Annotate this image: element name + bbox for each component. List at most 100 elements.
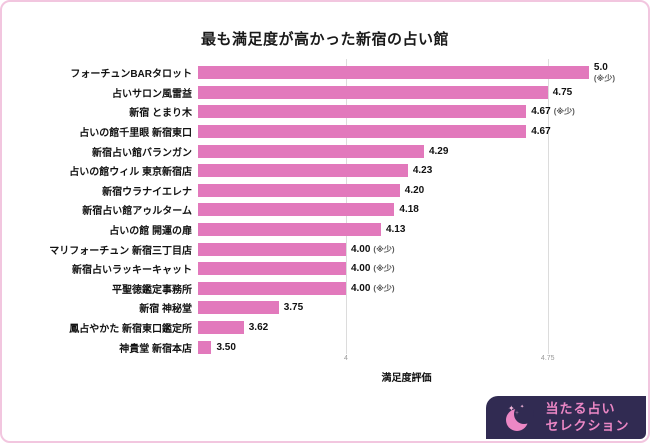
bar-note: (※少) (373, 283, 395, 293)
crescent-moon-icon: ✦ ✦ ＋ (506, 403, 535, 431)
bar-value-number: 4.00 (350, 282, 371, 294)
bar-track: 4.75 (198, 83, 615, 103)
bar (198, 281, 346, 295)
chart-row: 新宿ウラナイエレナ 4.20 (14, 181, 615, 201)
bar-value-number: 4.18 (399, 204, 419, 216)
sparkle-icon: ✦ (520, 404, 524, 410)
bar-value: 4.20 (405, 185, 424, 196)
bar-category-label: 占いサロン風雷益 (112, 88, 192, 100)
badge-line2: セレクション (545, 417, 630, 433)
bar-category-label: 占いの館千里眼 新宿東口 (79, 128, 192, 140)
bar-track: 4.29 (198, 141, 615, 161)
bar-value: 4.75 (553, 87, 572, 98)
bar-value: 4.67 (531, 126, 550, 137)
chart-row: 鳳占やかた 新宿東口鑑定所 3.62 (14, 318, 615, 338)
chart-row: 新宿占い館アゥルターム 4.18 (14, 200, 615, 220)
bar-value-number: 4.29 (428, 145, 449, 157)
bar-value-number: 4.20 (404, 184, 425, 196)
bar (198, 85, 548, 99)
bar-value-number: 4.23 (412, 165, 433, 177)
bar-value-number: 5.0 (593, 62, 608, 74)
badge-text: 当たる占い セレクション (545, 401, 629, 434)
chart-title: 最も満足度が高かった新宿の占い館 (200, 31, 449, 48)
bar-value: 4.00 (※少) (351, 244, 395, 255)
sparkle-icon: ✦ (508, 404, 515, 413)
axis-tick-label: 4.75 (540, 354, 555, 362)
gridline: 4.75 (541, 59, 555, 362)
bar-track: 3.75 (198, 298, 615, 318)
bar-track: 4.67 (※少) (198, 102, 615, 122)
bar-track: 5.0 (※少) (198, 62, 615, 83)
bar-note: (※少) (373, 244, 395, 254)
bar (198, 144, 424, 158)
bar (198, 203, 395, 217)
bar-value: 4.23 (413, 165, 432, 176)
bar (198, 66, 589, 80)
bar-category-label: 新宿ウラナイエレナ (102, 186, 192, 198)
bar-value-number: 4.75 (552, 86, 573, 98)
bar-category-label: 新宿 とまり木 (129, 108, 192, 120)
bar-track: 4.67 (198, 122, 615, 142)
bar (198, 340, 212, 354)
brand-badge: ✦ ✦ ＋ 当たる占い セレクション (486, 396, 646, 439)
bar-note: (※少) (593, 73, 615, 83)
bar-value: 4.29 (429, 146, 448, 157)
bar-category-label: 新宿占い館バランガン (92, 147, 192, 159)
bar-value-number: 3.62 (248, 322, 269, 334)
bar (198, 301, 279, 315)
chart-row: 新宿 とまり木 4.67 (※少) (14, 102, 615, 122)
badge-line1: 当たる占い (545, 401, 616, 417)
bar-value-number: 4.67 (531, 106, 551, 118)
bar-track: 4.00 (※少) (198, 239, 615, 259)
bar-track: 4.23 (198, 161, 615, 181)
bar-value: 3.62 (249, 322, 268, 333)
x-axis-label: 満足度評価 (381, 372, 432, 384)
bar-category-label: 鳳占やかた 新宿東口鑑定所 (69, 324, 192, 336)
chart-row: 平聖徳鑑定事務所 4.00 (※少) (14, 279, 615, 299)
bar-category-label: 新宿占いラッキーキャット (72, 265, 192, 277)
bar-track: 3.50 (198, 337, 615, 357)
chart-row: 占いの館ウィル 東京新宿店 4.23 (14, 161, 615, 181)
bar-category-label: 平聖徳鑑定事務所 (112, 284, 192, 296)
bar (198, 125, 527, 139)
axis-tick-label: 4 (343, 354, 348, 362)
bar-value-number: 3.75 (283, 302, 304, 314)
bar-category-label: 神貴堂 新宿本店 (119, 343, 192, 355)
sparkle-icon: ＋ (515, 410, 519, 415)
bar-category-label: 占いの館ウィル 東京新宿店 (69, 167, 192, 179)
bar-value: 4.13 (386, 224, 405, 235)
bar-value: 3.75 (284, 302, 303, 313)
bar-value-number: 3.50 (216, 341, 236, 353)
bar-track: 4.13 (198, 220, 615, 240)
bar-track: 4.20 (198, 181, 615, 201)
bar-track: 4.00 (※少) (198, 279, 615, 299)
bar-chart: 4 4.75 フォーチュンBARタロット 5.0 (※少) 占いサロン風雷益 4.75 新宿… (14, 59, 648, 384)
bar-note: (※少) (373, 264, 395, 274)
bar-category-label: 新宿占い館アゥルターム (82, 206, 192, 218)
chart-row: 占いの館 開運の扉 4.13 (14, 220, 615, 240)
chart-row: 占いサロン風雷益 4.75 (14, 83, 615, 103)
chart-row: フォーチュンBARタロット 5.0 (※少) (14, 62, 615, 83)
bar-track: 4.18 (198, 200, 615, 220)
bar (198, 183, 400, 197)
bar (198, 242, 346, 256)
bar-category-label: フォーチュンBARタロット (70, 69, 192, 81)
chart-row: 新宿占い館バランガン 4.29 (14, 141, 615, 161)
bar-value: 5.0 (※少) (594, 62, 615, 83)
chart-row: 神貴堂 新宿本店 3.50 (14, 337, 615, 357)
bar-track: 3.62 (198, 318, 615, 338)
bar-category-label: 新宿 神秘堂 (139, 304, 192, 316)
bar (198, 164, 408, 178)
bar-value-number: 4.13 (385, 224, 406, 236)
bar-value: 4.18 (399, 204, 418, 215)
bar (198, 223, 381, 237)
chart-rows: フォーチュンBARタロット 5.0 (※少) 占いサロン風雷益 4.75 新宿 とまり木 4… (14, 62, 615, 357)
bar (198, 262, 346, 276)
chart-row: 占いの館千里眼 新宿東口 4.67 (14, 122, 615, 142)
bar-value: 4.00 (※少) (351, 263, 395, 274)
chart-row: マリフォーチュン 新宿三丁目店 4.00 (※少) (14, 239, 615, 259)
bar (198, 321, 244, 335)
bar-category-label: 占いの館 開運の扉 (109, 226, 192, 238)
bar-note: (※少) (553, 107, 575, 117)
